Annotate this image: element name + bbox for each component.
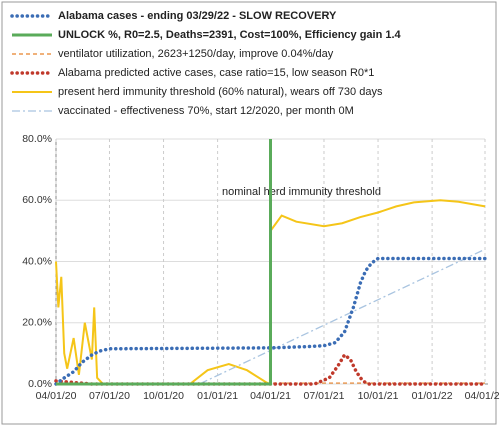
legend-label: vaccinated - effectiveness 70%, start 12…: [58, 105, 354, 117]
y-tick-label: 0.0%: [28, 378, 52, 390]
frame: [1, 1, 497, 425]
x-tick-label: 10/01/20: [143, 390, 184, 402]
legend-label: present herd immunity threshold (60% nat…: [58, 86, 383, 98]
series-line: [56, 248, 486, 385]
y-tick-label: 80.0%: [22, 133, 52, 145]
x-tick-label: 04/01/20: [36, 390, 77, 402]
series-line: [55, 199, 486, 386]
x-tick-label: 01/01/22: [412, 390, 453, 402]
series-line: [54, 352, 487, 386]
legend-label: Alabama cases - ending 03/29/22 - SLOW R…: [58, 10, 337, 22]
annotation: nominal herd immunity threshold: [222, 186, 381, 198]
x-tick-label: 04/01/22: [465, 390, 500, 402]
series-line: [56, 139, 272, 386]
y-tick-label: 60.0%: [22, 194, 52, 206]
y-tick-label: 40.0%: [22, 255, 52, 267]
y-tick-label: 20.0%: [22, 317, 52, 329]
x-tick-label: 10/01/21: [358, 390, 399, 402]
x-tick-label: 07/01/20: [89, 390, 130, 402]
legend-label: Alabama predicted active cases, case rat…: [58, 67, 374, 79]
legend-label: ventilator utilization, 2623+1250/day, i…: [58, 48, 334, 60]
x-tick-label: 01/01/21: [197, 390, 238, 402]
legend-label: UNLOCK %, R0=2.5, Deaths=2391, Cost=100%…: [58, 29, 402, 41]
x-tick-label: 04/01/21: [250, 390, 291, 402]
x-tick-label: 07/01/21: [304, 390, 345, 402]
